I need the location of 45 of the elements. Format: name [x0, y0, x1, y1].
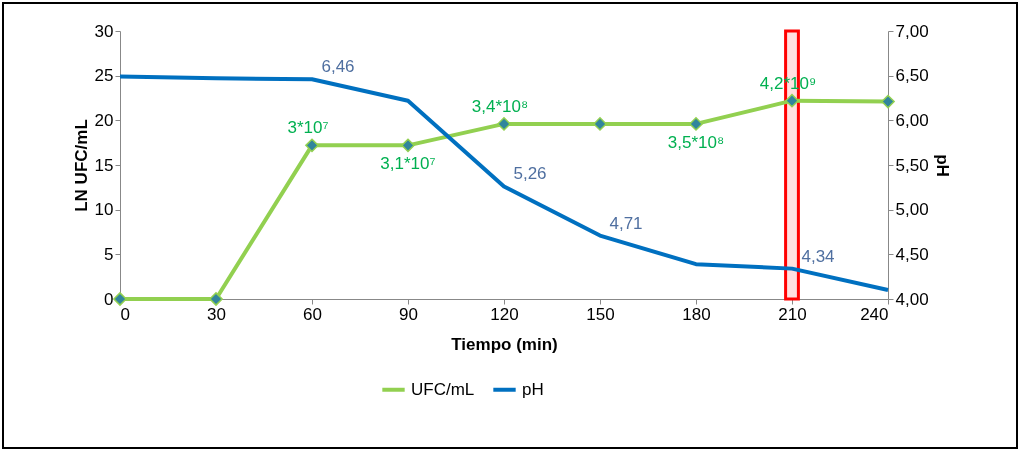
y2-tick-label: 4,00 — [895, 289, 929, 309]
y2-tick-label: 5,50 — [895, 155, 929, 175]
x-tick-label: 180 — [682, 304, 711, 324]
y-tick-label: 5 — [104, 244, 114, 264]
point — [305, 138, 319, 153]
y-axis-title: LN UFC/mL — [71, 119, 91, 212]
y-tick-label: 30 — [94, 21, 114, 41]
x-tick-label: 240 — [860, 304, 889, 324]
y2-tick-label: 6,00 — [895, 110, 929, 130]
data-label: 4,34 — [801, 246, 835, 266]
point — [113, 292, 127, 306]
data-label: 4,71 — [609, 213, 643, 233]
y-tick-label: 10 — [94, 200, 114, 220]
annotation: 3,1*10⁷ — [380, 154, 436, 174]
point — [401, 138, 415, 153]
point — [497, 117, 511, 131]
y-tick-label: 15 — [94, 155, 114, 175]
x-tick-label: 30 — [207, 304, 226, 324]
x-axis-title: Tiempo (min) — [451, 334, 558, 354]
point — [593, 117, 607, 131]
y-tick-label: 25 — [94, 66, 114, 86]
legend-label: pH — [522, 379, 544, 399]
y2-axis-title: pH — [932, 154, 952, 177]
annotation: 3*10⁷ — [287, 118, 329, 138]
y2-tick-label: 6,50 — [895, 66, 929, 86]
annotation: 3,4*10⁸ — [471, 96, 529, 116]
point — [689, 117, 703, 131]
y2-tick-label: 7,00 — [895, 21, 929, 41]
point — [209, 292, 223, 306]
x-tick-label: 90 — [399, 304, 418, 324]
x-tick-label: 210 — [778, 304, 807, 324]
y-tick-label: 20 — [94, 110, 114, 130]
x-tick-label: 120 — [490, 304, 519, 324]
x-tick-label: 60 — [303, 304, 322, 324]
x-tick-label: 0 — [120, 304, 130, 324]
data-label: 5,26 — [513, 164, 547, 184]
point — [785, 93, 799, 108]
annotation: 3,5*10⁸ — [667, 132, 725, 152]
y2-tick-label: 5,00 — [895, 200, 929, 220]
y2-tick-label: 4,50 — [895, 244, 929, 264]
x-tick-label: 150 — [586, 304, 615, 324]
legend-label: UFC/mL — [411, 379, 475, 399]
y-tick-label: 0 — [104, 289, 114, 309]
point — [881, 94, 895, 109]
data-label: 6,46 — [321, 57, 355, 77]
